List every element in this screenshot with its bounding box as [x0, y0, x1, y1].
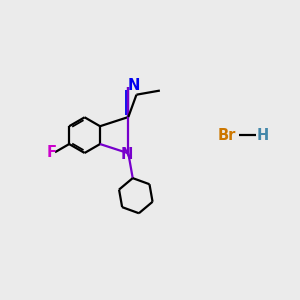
- Text: F: F: [46, 145, 56, 160]
- Text: H: H: [256, 128, 268, 142]
- Text: Br: Br: [218, 128, 236, 142]
- Text: N: N: [121, 147, 133, 162]
- Text: N: N: [128, 78, 140, 93]
